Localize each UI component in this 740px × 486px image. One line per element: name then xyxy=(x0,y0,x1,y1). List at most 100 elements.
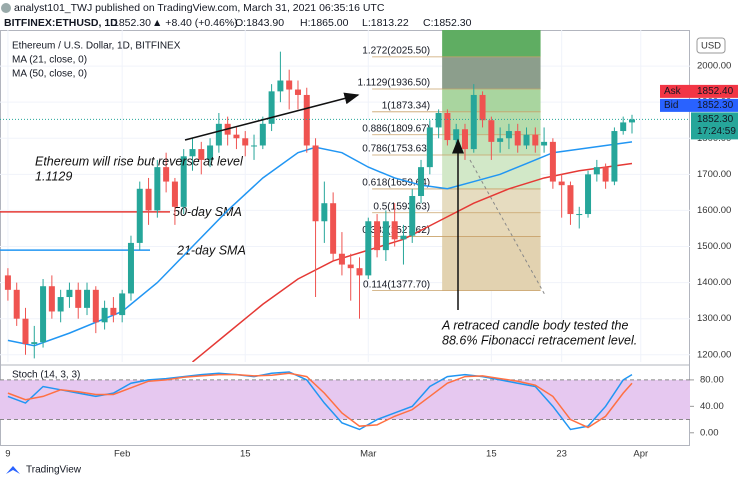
candle-body xyxy=(13,289,20,319)
note: 1.1129 xyxy=(35,169,72,183)
candle-body xyxy=(57,297,64,312)
pane-border xyxy=(0,30,690,446)
price-tag xyxy=(660,98,738,112)
level-label: 21-day SMA xyxy=(176,243,246,257)
candle-body xyxy=(514,131,521,146)
candle-body xyxy=(426,127,433,168)
candle-body xyxy=(611,131,618,182)
candle-body xyxy=(215,123,222,146)
y-tick-label: 1700.00 xyxy=(697,169,731,180)
candle-body xyxy=(321,203,328,222)
candle-body xyxy=(251,145,258,147)
candle-body xyxy=(180,156,187,207)
brand[interactable]: TradingView xyxy=(26,465,82,476)
y-tick-label: 80.00 xyxy=(700,374,724,385)
fib-band xyxy=(442,188,541,213)
candle-body xyxy=(268,91,275,124)
candle-body xyxy=(277,80,284,92)
candle-body xyxy=(409,196,416,236)
candle-body xyxy=(31,342,38,344)
candle-body xyxy=(286,80,293,90)
fib-band xyxy=(442,212,541,237)
candle-body xyxy=(585,174,592,215)
candle-body xyxy=(127,242,134,294)
y-tick-label: 1500.00 xyxy=(697,241,731,252)
note: 88.6% Fibonacci retracement level. xyxy=(442,333,637,347)
candle-body xyxy=(119,293,126,316)
candle-body xyxy=(628,119,635,123)
ohlc: C:1852.30 xyxy=(423,17,472,29)
legend-entry: MA (50, close, 0) xyxy=(12,69,87,80)
candle-body xyxy=(576,214,583,216)
y-tick-label: 2000.00 xyxy=(697,61,731,72)
candle-body xyxy=(347,264,354,269)
fib-label: 0.618(1659.64) xyxy=(362,178,430,189)
candle-body xyxy=(338,253,345,265)
x-tick-label: Feb xyxy=(114,449,130,460)
publish-line: analyst101_TWJ published on TradingView.… xyxy=(14,2,385,14)
fib-label: 1.1129(1936.50) xyxy=(357,78,430,89)
stoch-title: Stoch (14, 3, 3) xyxy=(12,370,80,381)
candle-body xyxy=(382,221,389,251)
price-tag-name: Bid xyxy=(664,100,678,111)
candle-body xyxy=(365,221,372,276)
candle-body xyxy=(163,167,170,182)
price-tag-value: 1852.30 xyxy=(697,100,734,111)
stoch-band xyxy=(0,379,690,420)
candle-body xyxy=(66,289,73,298)
ohlc: H:1865.00 xyxy=(300,17,349,29)
fib-label: 0.5(1593.63) xyxy=(373,201,430,212)
candle-body xyxy=(532,134,539,146)
series-line xyxy=(7,141,633,347)
countdown: 17:24:59 xyxy=(697,126,736,137)
candle-body xyxy=(479,94,486,121)
candle-body xyxy=(620,122,627,132)
candle-body xyxy=(171,181,178,207)
candle-body xyxy=(303,94,310,146)
price-tag-value: 1852.40 xyxy=(697,86,734,97)
candle-body xyxy=(602,167,609,182)
note: Ethereum will rise but reverse at level xyxy=(35,154,244,168)
candle-body xyxy=(488,120,495,142)
unit: USD xyxy=(701,41,721,52)
series-line xyxy=(7,371,633,431)
fib-label: 0.786(1753.63) xyxy=(362,144,430,155)
candle-body xyxy=(374,221,381,251)
candle-body xyxy=(110,307,117,316)
candle-body xyxy=(391,221,398,240)
candle-body xyxy=(558,181,565,186)
candle-body xyxy=(154,167,161,211)
candle-body xyxy=(312,145,319,222)
fib-band xyxy=(442,30,541,57)
trend-arrow xyxy=(184,92,360,141)
fib-band xyxy=(442,236,541,291)
candle-body xyxy=(84,289,91,308)
fib-label: 1(1873.34) xyxy=(382,100,430,111)
logo xyxy=(6,466,20,474)
ohlc: O:1843.90 xyxy=(235,17,284,29)
y-tick-label: 40.00 xyxy=(700,401,724,412)
candle-body xyxy=(505,131,512,139)
chart-title: Ethereum / U.S. Dollar, 1D, BITFINEX xyxy=(12,41,181,52)
candle-body xyxy=(40,286,47,343)
candle-body xyxy=(444,113,451,141)
candle-body xyxy=(567,185,574,215)
candle-body xyxy=(198,149,205,160)
fib-label: 1.272(2025.50) xyxy=(362,46,430,57)
unit-box[interactable] xyxy=(696,37,726,54)
series-line xyxy=(7,372,633,429)
y-tick-label: 1600.00 xyxy=(697,205,731,216)
x-tick-label: 23 xyxy=(556,449,567,460)
level-label: 50-day SMA xyxy=(173,205,242,219)
price-tag xyxy=(660,84,738,98)
candle-body xyxy=(233,134,240,139)
candle-body xyxy=(523,134,530,146)
last: 1852.30 xyxy=(113,17,151,29)
candle-body xyxy=(330,203,337,254)
candle-body xyxy=(259,123,266,146)
x-tick-label: 9 xyxy=(5,449,10,460)
candle-body xyxy=(101,307,108,323)
candle-body xyxy=(92,289,99,323)
candle-body xyxy=(435,113,442,128)
